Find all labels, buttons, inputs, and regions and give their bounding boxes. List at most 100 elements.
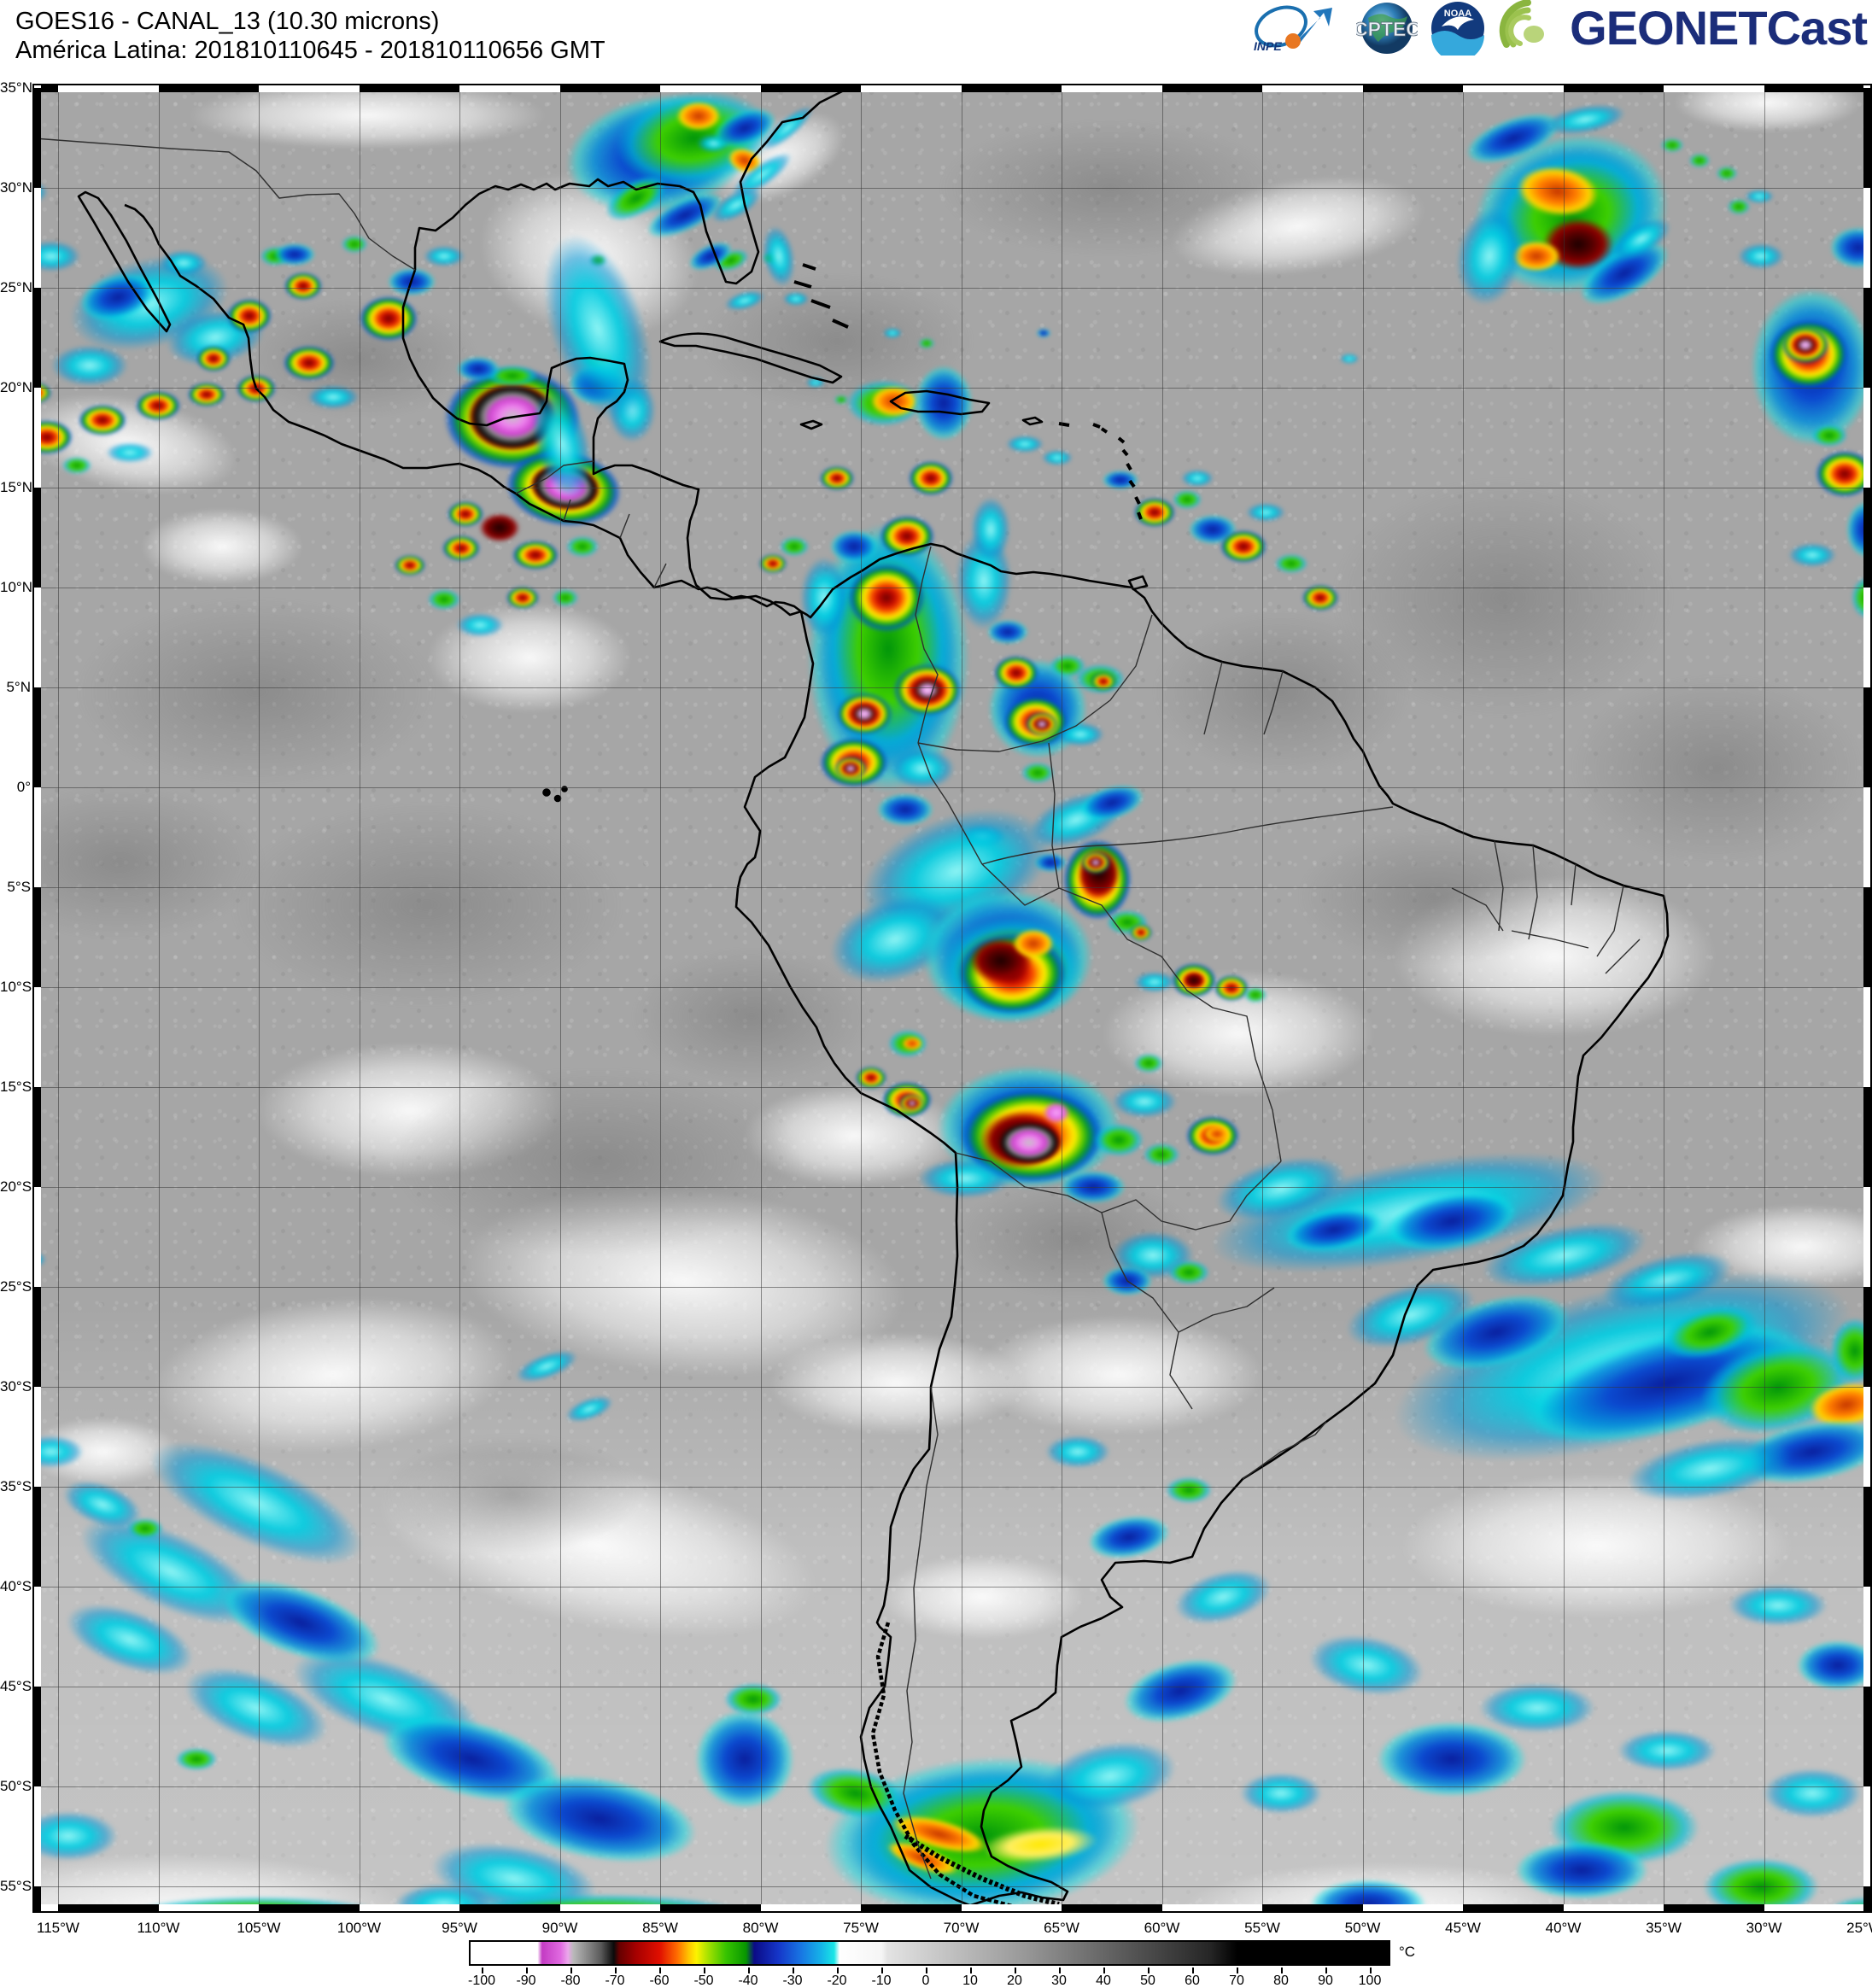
frame-tick: [861, 1904, 962, 1911]
lon-label: 45°W: [1445, 1920, 1481, 1936]
frame-tick: [961, 85, 1062, 92]
frame-tick: [1262, 1904, 1363, 1911]
colorbar-tick: [482, 1968, 483, 1973]
cloud-blob-cy: [307, 385, 359, 409]
meridian-gridline: [459, 85, 460, 1911]
cloud-blob-bl: [695, 1710, 794, 1809]
parallel-gridline: [34, 1287, 1870, 1288]
colorbar-tick: [748, 1968, 750, 1973]
frame-tick: [1863, 1786, 1870, 1886]
frame-tick: [559, 85, 660, 92]
frame-tick: [1463, 85, 1564, 92]
meridian-gridline: [760, 85, 762, 1911]
lon-label: 90°W: [541, 1920, 578, 1936]
frame-tick: [1863, 1187, 1870, 1287]
colorbar-tick-label: 30: [1051, 1973, 1067, 1988]
lon-label: 55°W: [1244, 1920, 1280, 1936]
lat-label: 10°S: [0, 979, 32, 995]
frame-tick: [34, 1904, 58, 1911]
cloud-blob-gy: [632, 948, 871, 1085]
cloud-blob-cv: [1220, 530, 1267, 563]
colorbar-tick: [1370, 1968, 1372, 1973]
frame-tick: [1161, 1904, 1262, 1911]
frame-tick: [1863, 1087, 1870, 1187]
cloud-blob-cv: [79, 405, 126, 436]
colorbar-tick-label: -70: [605, 1973, 625, 1988]
cloud-blob-gy: [384, 1435, 641, 1554]
lat-label: 25°S: [0, 1278, 32, 1295]
lon-label: 110°W: [137, 1920, 180, 1936]
parallel-gridline: [34, 1387, 1870, 1388]
cloud-blob-gy: [393, 1067, 803, 1255]
geonetcast-wordmark: GEONETCast: [1570, 1, 1868, 55]
cloud-blob-bl: [1515, 1841, 1648, 1899]
cloud-blob-bl: [1377, 1722, 1527, 1797]
meridian-gridline: [559, 85, 561, 1911]
satellite-map: [32, 84, 1872, 1913]
colorbar-tick-label: -40: [738, 1973, 758, 1988]
cloud-blob-cv: [227, 299, 272, 333]
cloud-blob-gr: [919, 338, 934, 348]
lat-label: 50°S: [0, 1778, 32, 1794]
parallel-gridline: [34, 388, 1870, 389]
parallel-gridline: [34, 1087, 1870, 1088]
meridian-gridline: [1764, 85, 1765, 1911]
colorbar-tick-label: 70: [1229, 1973, 1244, 1988]
meridian-gridline: [259, 85, 260, 1911]
frame-tick: [34, 1587, 41, 1687]
cloud-blob-cv: [1302, 585, 1338, 611]
frame-tick: [1863, 787, 1870, 887]
frame-tick: [259, 1904, 360, 1911]
colorbar-tick-label: -20: [827, 1973, 847, 1988]
cloud-blob-cvp: [1081, 851, 1110, 874]
frame-tick: [1664, 1904, 1764, 1911]
cloud-blob-gr: [1689, 154, 1710, 167]
parallel-gridline: [34, 1786, 1870, 1787]
lat-label: 35°S: [0, 1478, 32, 1494]
cloud-blob-wh: [141, 508, 303, 585]
cloud-blob-cy: [1006, 436, 1044, 453]
noaa-logo: NOAA: [1431, 2, 1485, 56]
colorbar-tick: [837, 1968, 839, 1973]
lat-label: 15°N: [0, 479, 32, 495]
title-line1: GOES16 - CANAL_13 (10.30 microns): [15, 8, 440, 35]
frame-tick: [34, 1487, 41, 1587]
frame-tick: [1863, 488, 1870, 588]
frame-tick: [1863, 88, 1870, 188]
cloud-blob-gr: [1811, 424, 1847, 447]
cloud-blob-gy: [77, 598, 436, 786]
parallel-gridline: [34, 288, 1870, 289]
cloud-blob-cy: [1181, 470, 1214, 487]
cloud-blob-gr: [1717, 167, 1737, 180]
frame-tick: [961, 1904, 1062, 1911]
cloud-blob-cv: [1214, 975, 1249, 1001]
frame-tick: [34, 588, 41, 687]
frame-tick: [1863, 687, 1870, 787]
cloud-blob-cy: [883, 328, 902, 338]
colorbar-tick: [1237, 1968, 1238, 1973]
cloud-blob-wh: [188, 85, 547, 149]
cloud-blob-cv: [759, 554, 787, 573]
cloud-blob-gr: [1661, 138, 1683, 152]
cloud-blob-gr: [724, 1683, 782, 1716]
cloud-blob-cv: [1816, 451, 1870, 497]
frame-tick: [760, 1904, 861, 1911]
cptec-logo: CPTEC: [1356, 3, 1418, 54]
cloud-blob-bl: [274, 243, 315, 266]
frame-tick: [1062, 1904, 1162, 1911]
lon-label: 105°W: [237, 1920, 281, 1936]
colorbar-tick: [570, 1968, 572, 1973]
frame-tick: [1863, 288, 1870, 388]
colorbar-tick-label: -10: [871, 1973, 892, 1988]
cloud-blob-cv: [196, 346, 231, 371]
cloud-blob-cy: [424, 246, 465, 266]
frame-tick: [559, 1904, 660, 1911]
cloud-blob-cy: [1246, 503, 1285, 522]
colorbar-tick: [881, 1968, 883, 1973]
colorbar-tick: [1325, 1968, 1327, 1973]
cloud-blob-cv: [512, 541, 559, 570]
frame-tick: [58, 85, 159, 92]
cloud-blob-gr: [342, 236, 367, 253]
frame-tick: [1764, 1904, 1864, 1911]
frame-tick: [459, 1904, 560, 1911]
